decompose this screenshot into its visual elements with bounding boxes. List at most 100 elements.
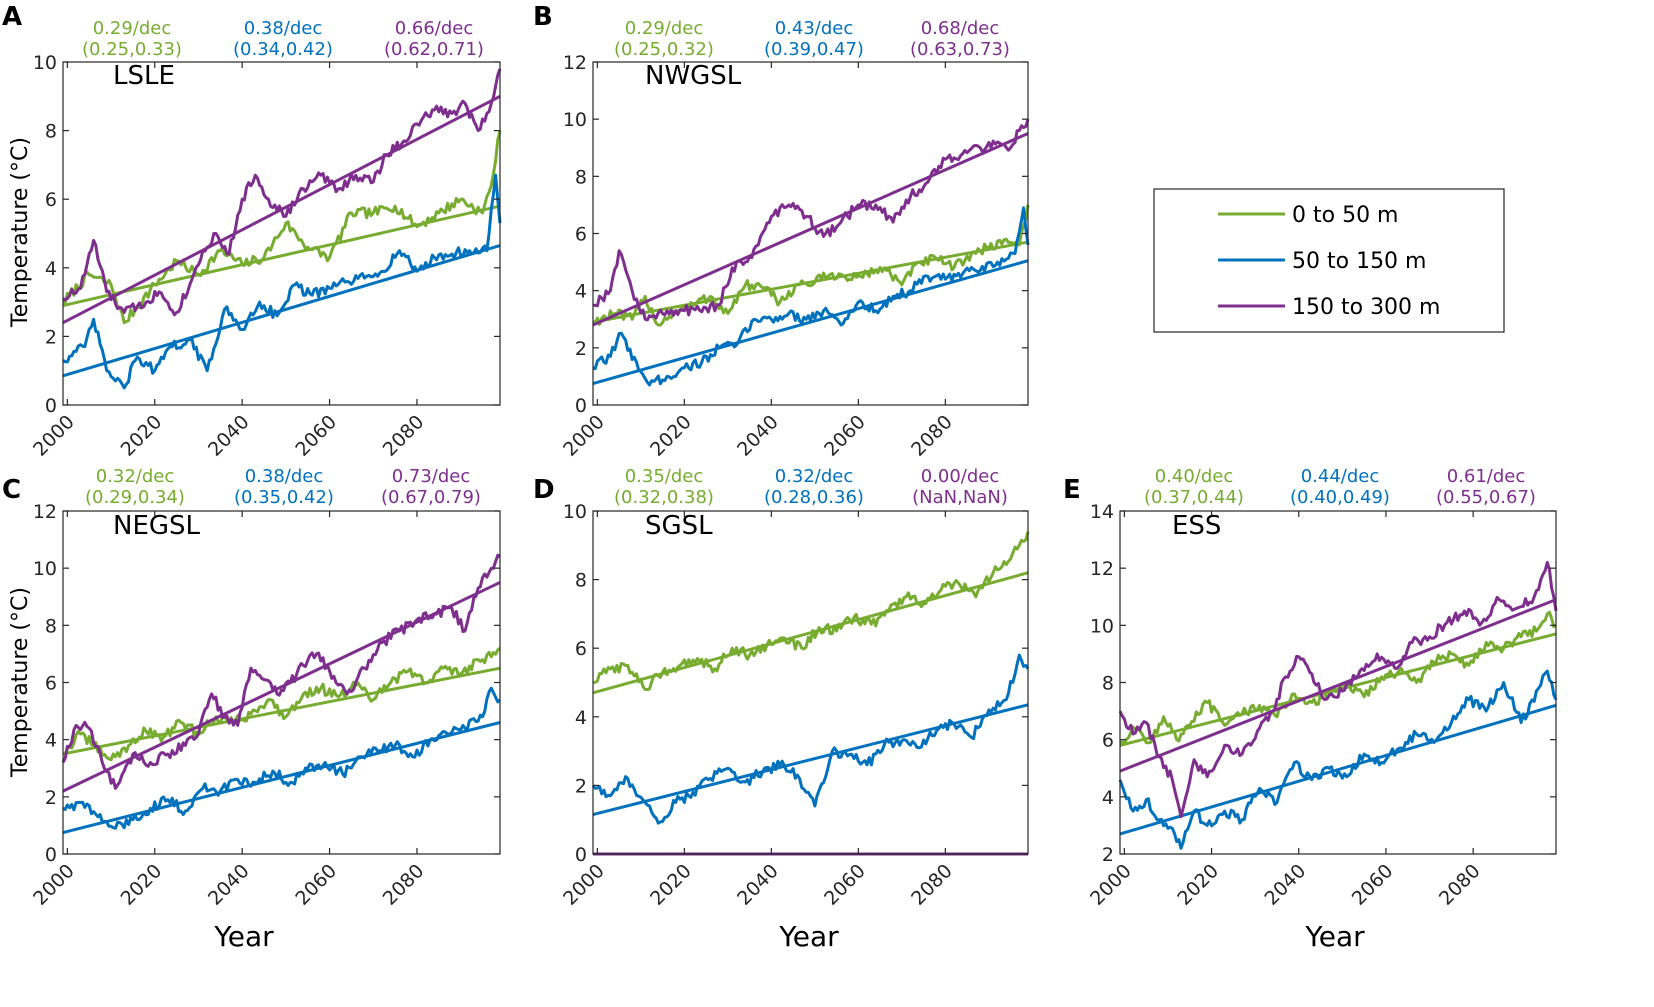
trend-ci-purple: (0.67,0.79) xyxy=(381,487,481,508)
axes-box xyxy=(592,61,1029,406)
x-tick-label: 2060 xyxy=(1348,860,1398,910)
trend-line-150-to-300-m xyxy=(592,132,1029,327)
series-line-0-to-50-m xyxy=(592,204,1030,327)
trend-line-50-to-150-m xyxy=(1119,703,1557,836)
y-tick-label: 8 xyxy=(1102,673,1114,695)
panel-b: B 0.29/dec (0.25,0.32) 0.43/dec (0.39,0.… xyxy=(533,2,1030,461)
y-tick-label: 2 xyxy=(1102,844,1114,866)
plot-area: 0 2 4 6 8 10 12 2000 2020 2040 2060 2080 xyxy=(559,52,1030,461)
panel-e: E 0.40/dec (0.37,0.44) 0.44/dec (0.40,0.… xyxy=(1063,466,1558,910)
plot-area: 0 2 4 6 8 10 12 2000 2020 2040 2060 2080 xyxy=(29,501,502,910)
y-tick-label: 6 xyxy=(575,224,587,246)
panel-d: D 0.35/dec (0.32,0.38) 0.32/dec (0.28,0.… xyxy=(533,466,1030,910)
y-tick-label: 4 xyxy=(1102,787,1114,809)
trend-ci-green: (0.29,0.34) xyxy=(85,487,185,508)
legend-label: 50 to 150 m xyxy=(1292,249,1426,274)
x-axis-label: Year xyxy=(778,920,839,953)
y-tick-label: 2 xyxy=(45,326,57,348)
panel-a: A 0.29/dec (0.25,0.33) 0.38/dec (0.34,0.… xyxy=(2,2,502,461)
y-tick-label: 6 xyxy=(1102,730,1114,752)
trend-rate-blue: 0.32/dec xyxy=(775,466,854,487)
legend-item-0-50m: 0 to 50 m xyxy=(1218,203,1399,228)
trend-ci-green: (0.37,0.44) xyxy=(1144,487,1244,508)
y-tick-label: 10 xyxy=(33,52,57,74)
trend-ci-purple: (0.55,0.67) xyxy=(1436,487,1536,508)
x-tick-label: 2000 xyxy=(29,860,79,910)
x-tick-label: 2080 xyxy=(907,860,957,910)
panel-c: C 0.32/dec (0.29,0.34) 0.38/dec (0.35,0.… xyxy=(2,466,502,910)
trend-line-50-to-150-m xyxy=(62,244,501,378)
y-tick-label: 0 xyxy=(45,395,57,417)
trend-ci-purple: (NaN,NaN) xyxy=(912,487,1008,508)
y-axis-label: Temperature (°C) xyxy=(8,587,33,778)
y-tick-label: 2 xyxy=(575,775,587,797)
trend-rate-green: 0.40/dec xyxy=(1155,466,1234,487)
legend-label: 150 to 300 m xyxy=(1292,295,1440,320)
trend-line-150-to-300-m xyxy=(62,94,501,325)
y-tick-label: 0 xyxy=(45,844,57,866)
trend-rate-purple: 0.68/dec xyxy=(921,18,1000,39)
legend: 0 to 50 m 50 to 150 m 150 to 300 m xyxy=(1153,188,1505,333)
trend-ci-blue: (0.28,0.36) xyxy=(764,487,864,508)
trend-line-0-to-50-m xyxy=(592,571,1029,695)
series-line-150-to-300-m xyxy=(62,68,502,317)
trend-rate-blue: 0.43/dec xyxy=(775,18,854,39)
y-tick-label: 12 xyxy=(1090,558,1114,580)
series-line-0-to-50-m xyxy=(62,130,502,325)
y-tick-label: 8 xyxy=(575,166,587,188)
y-tick-label: 12 xyxy=(33,501,57,523)
trend-rate-blue: 0.38/dec xyxy=(244,18,323,39)
y-tick-label: 10 xyxy=(563,501,587,523)
x-tick-label: 2040 xyxy=(733,860,783,910)
y-tick-label: 6 xyxy=(575,638,587,660)
plot-area: 2 4 6 8 10 12 14 2000 2020 2040 2060 2080 xyxy=(1086,501,1558,910)
series-line-0-to-50-m xyxy=(592,531,1030,692)
panel-letter: D xyxy=(533,475,555,505)
y-tick-label: 2 xyxy=(45,787,57,809)
trend-line-0-to-50-m xyxy=(62,204,501,307)
plot-area: 0 2 4 6 8 10 2000 2020 2040 2060 2080 xyxy=(559,501,1030,910)
panel-title: LSLE xyxy=(113,61,175,91)
trend-rate-purple: 0.66/dec xyxy=(395,18,474,39)
trend-rate-blue: 0.38/dec xyxy=(245,466,324,487)
legend-label: 0 to 50 m xyxy=(1292,203,1399,228)
panel-letter: C xyxy=(2,475,21,505)
x-tick-label: 2000 xyxy=(29,411,79,461)
trend-rate-green: 0.32/dec xyxy=(96,466,175,487)
trend-ci-purple: (0.62,0.71) xyxy=(384,39,484,60)
y-tick-label: 10 xyxy=(33,558,57,580)
trend-ci-green: (0.25,0.32) xyxy=(614,39,714,60)
y-tick-label: 4 xyxy=(45,258,57,280)
series-line-150-to-300-m xyxy=(1118,561,1558,819)
x-tick-label: 2040 xyxy=(204,411,254,461)
trend-line-150-to-300-m xyxy=(1119,598,1557,773)
trend-line-50-to-150-m xyxy=(592,259,1029,386)
y-tick-label: 12 xyxy=(563,52,587,74)
trend-rate-purple: 0.00/dec xyxy=(921,466,1000,487)
y-tick-label: 8 xyxy=(45,121,57,143)
y-axis-label: Temperature (°C) xyxy=(8,137,33,328)
trend-ci-blue: (0.35,0.42) xyxy=(234,487,334,508)
series-line-50-to-150-m xyxy=(591,653,1030,825)
x-tick-label: 2000 xyxy=(559,411,609,461)
x-tick-label: 2040 xyxy=(733,411,783,461)
y-tick-label: 0 xyxy=(575,844,587,866)
panel-title: ESS xyxy=(1172,511,1221,541)
trend-line-150-to-300-m xyxy=(62,581,501,793)
trend-rate-green: 0.35/dec xyxy=(625,466,704,487)
trend-rate-purple: 0.73/dec xyxy=(392,466,471,487)
trend-rate-blue: 0.44/dec xyxy=(1301,466,1380,487)
trend-ci-green: (0.25,0.33) xyxy=(82,39,182,60)
y-tick-label: 2 xyxy=(575,338,587,360)
y-tick-label: 4 xyxy=(575,707,587,729)
y-tick-label: 4 xyxy=(575,281,587,303)
x-tick-label: 2040 xyxy=(1261,860,1311,910)
series-line-0-to-50-m xyxy=(62,646,501,762)
panel-title: NEGSL xyxy=(113,511,201,541)
y-tick-label: 10 xyxy=(1090,615,1114,637)
trend-line-0-to-50-m xyxy=(62,666,501,756)
legend-item-150-300m: 150 to 300 m xyxy=(1218,295,1440,320)
trend-line-0-to-50-m xyxy=(592,240,1029,324)
series-line-150-to-300-m xyxy=(61,553,501,790)
